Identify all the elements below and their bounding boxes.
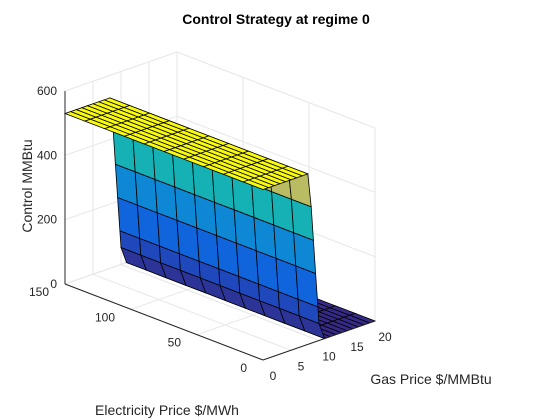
z-axis-label: Control MMBtu <box>19 139 35 232</box>
x-tick-label: 5 <box>298 359 305 373</box>
y-tick-label: 0 <box>240 361 247 375</box>
y-tick-label: 150 <box>29 285 49 299</box>
z-tick-label: 0 <box>50 277 57 291</box>
y-axis-label: Electricity Price $/MWh <box>95 402 239 418</box>
y-tick-label: 100 <box>95 310 115 324</box>
y-tick-label: 50 <box>168 336 182 350</box>
surface-patch <box>242 179 270 190</box>
axes <box>64 91 376 361</box>
x-tick-label: 15 <box>350 340 364 354</box>
x-tick-label: 10 <box>322 350 336 364</box>
x-axis-line <box>262 320 376 361</box>
z-tick-label: 200 <box>37 213 57 227</box>
z-tick-label: 600 <box>37 84 57 98</box>
x-tick-label: 0 <box>270 369 277 383</box>
y-axis-line <box>64 283 264 361</box>
z-tick-label: 400 <box>37 148 57 162</box>
chart-title: Control Strategy at regime 0 <box>182 11 370 27</box>
x-tick-label: 20 <box>378 330 392 344</box>
control-surface <box>63 97 377 340</box>
x-axis-label: Gas Price $/MMBtu <box>370 371 491 387</box>
